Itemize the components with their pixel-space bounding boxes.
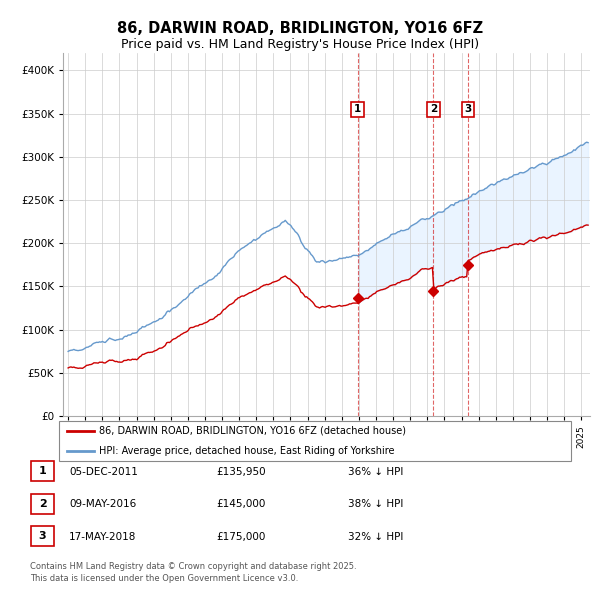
Text: 05-DEC-2011: 05-DEC-2011 [69, 467, 138, 477]
Text: 3: 3 [464, 104, 472, 114]
Text: 32% ↓ HPI: 32% ↓ HPI [348, 532, 403, 542]
Text: 2: 2 [39, 499, 46, 509]
Text: 2: 2 [430, 104, 437, 114]
Text: 1: 1 [39, 467, 46, 476]
Text: 36% ↓ HPI: 36% ↓ HPI [348, 467, 403, 477]
FancyBboxPatch shape [31, 526, 54, 546]
Text: Contains HM Land Registry data © Crown copyright and database right 2025.
This d: Contains HM Land Registry data © Crown c… [30, 562, 356, 583]
Text: Price paid vs. HM Land Registry's House Price Index (HPI): Price paid vs. HM Land Registry's House … [121, 38, 479, 51]
Text: 1: 1 [354, 104, 361, 114]
Text: HPI: Average price, detached house, East Riding of Yorkshire: HPI: Average price, detached house, East… [99, 446, 394, 456]
Text: 86, DARWIN ROAD, BRIDLINGTON, YO16 6FZ (detached house): 86, DARWIN ROAD, BRIDLINGTON, YO16 6FZ (… [99, 426, 406, 436]
Text: 38% ↓ HPI: 38% ↓ HPI [348, 500, 403, 509]
Text: 86, DARWIN ROAD, BRIDLINGTON, YO16 6FZ: 86, DARWIN ROAD, BRIDLINGTON, YO16 6FZ [117, 21, 483, 35]
FancyBboxPatch shape [31, 494, 54, 514]
Text: £145,000: £145,000 [216, 500, 265, 509]
Text: 3: 3 [39, 532, 46, 541]
Text: 17-MAY-2018: 17-MAY-2018 [69, 532, 136, 542]
Text: £175,000: £175,000 [216, 532, 265, 542]
Text: £135,950: £135,950 [216, 467, 266, 477]
FancyBboxPatch shape [59, 421, 571, 461]
Text: 09-MAY-2016: 09-MAY-2016 [69, 500, 136, 509]
FancyBboxPatch shape [31, 461, 54, 481]
